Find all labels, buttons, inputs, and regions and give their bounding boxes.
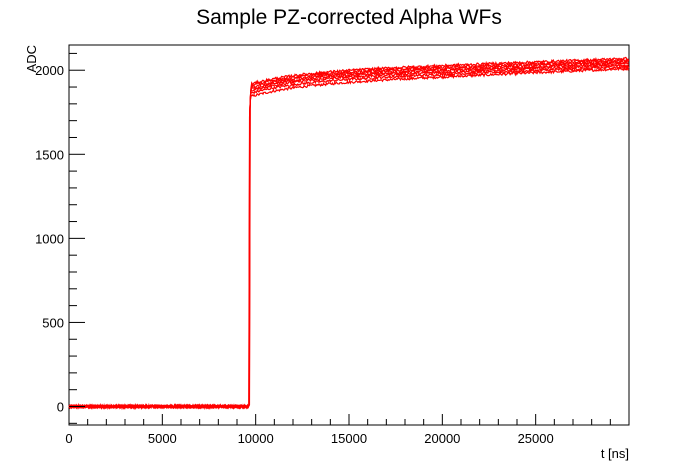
x-tick-label: 20000 (424, 431, 460, 446)
waveform-trace (68, 59, 629, 410)
y-axis: 0 500 1000 1500 2000 (35, 52, 85, 424)
y-tick-label: 500 (42, 315, 64, 330)
waveform-trace (68, 63, 629, 410)
x-tick-label: 10000 (238, 431, 274, 446)
y-axis-label: ADC (24, 45, 39, 72)
x-axis: 0 5000 10000 15000 20000 25000 (65, 414, 630, 446)
x-tick-label: 5000 (148, 431, 177, 446)
waveform-trace (68, 58, 630, 410)
waveform-traces (68, 56, 630, 411)
waveform-trace (68, 64, 630, 410)
waveform-trace (68, 56, 629, 411)
plot-frame (68, 44, 630, 426)
x-tick-label: 15000 (331, 431, 367, 446)
y-tick-label: 1500 (35, 147, 64, 162)
waveform-trace (68, 61, 629, 411)
waveform-trace (68, 66, 630, 410)
x-tick-label: 25000 (518, 431, 554, 446)
y-tick-label: 0 (57, 400, 64, 415)
chart-title: Sample PZ-corrected Alpha WFs (196, 6, 502, 29)
x-axis-label: t [ns] (601, 446, 629, 461)
y-tick-label: 2000 (35, 63, 64, 78)
y-tick-label: 1000 (35, 231, 64, 246)
x-tick-label: 0 (65, 431, 72, 446)
